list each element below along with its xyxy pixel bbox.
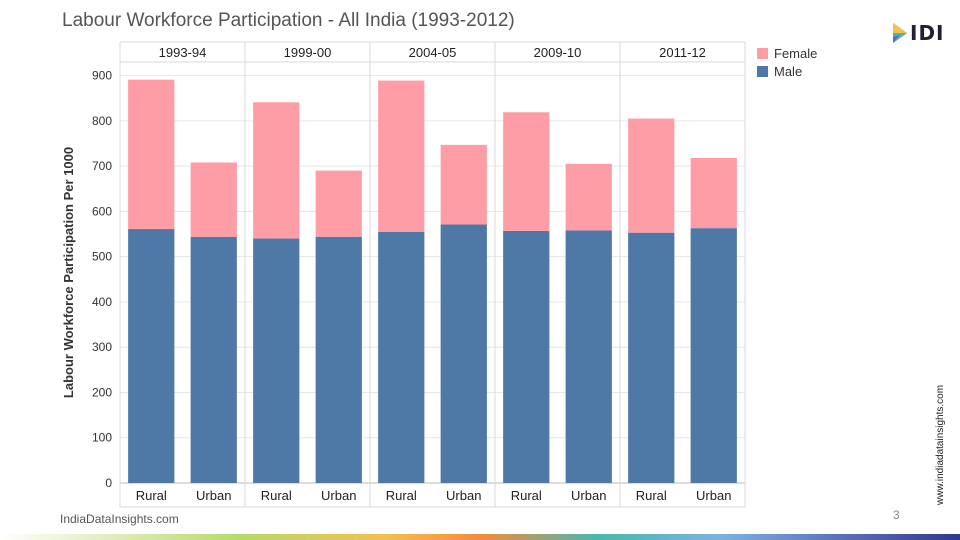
y-tick-label: 900 <box>92 69 112 83</box>
panel-header: 2009-10 <box>534 45 582 60</box>
x-tick-label: Rural <box>636 488 667 503</box>
bar-female[interactable] <box>190 162 237 237</box>
y-tick-label: 700 <box>92 159 112 173</box>
x-tick-label: Urban <box>196 488 231 503</box>
bar-male[interactable] <box>378 231 425 483</box>
y-tick-label: 400 <box>92 295 112 309</box>
legend-swatch-female <box>757 47 768 59</box>
bar-male[interactable] <box>565 230 612 483</box>
bar-female[interactable] <box>565 163 612 231</box>
x-tick-label: Urban <box>321 488 356 503</box>
bar-female[interactable] <box>440 144 487 225</box>
x-tick-label: Rural <box>136 488 167 503</box>
footer-url[interactable]: IndiaDataInsights.com <box>60 512 179 526</box>
side-url[interactable]: www.indiadatainsights.com <box>935 384 946 505</box>
y-tick-label: 200 <box>92 385 112 399</box>
bar-female[interactable] <box>503 112 550 231</box>
x-tick-label: Rural <box>261 488 292 503</box>
y-tick-label: 0 <box>105 476 112 490</box>
idi-logo: IDI <box>893 21 945 45</box>
y-axis-title: Labour Workforce Participation Per 1000 <box>61 147 76 398</box>
y-tick-label: 600 <box>92 204 112 218</box>
footer-color-stripe <box>0 534 960 540</box>
x-tick-label: Urban <box>446 488 481 503</box>
panel-header: 2011-12 <box>659 45 706 60</box>
legend-label-female: Female <box>774 45 818 61</box>
x-tick-label: Rural <box>386 488 417 503</box>
bar-male[interactable] <box>503 230 550 483</box>
bar-male[interactable] <box>253 238 300 483</box>
chart-title: Labour Workforce Participation - All Ind… <box>62 10 515 31</box>
bar-female[interactable] <box>315 170 362 237</box>
bar-male[interactable] <box>628 232 675 483</box>
x-tick-label: Urban <box>571 488 606 503</box>
legend-item-female: Female <box>757 44 817 62</box>
y-tick-label: 300 <box>92 340 112 354</box>
bar-female[interactable] <box>128 79 175 230</box>
legend-label-male: Male <box>774 63 803 79</box>
bar-female[interactable] <box>253 102 300 239</box>
x-tick-label: Rural <box>511 488 542 503</box>
bar-male[interactable] <box>315 236 362 483</box>
panel-header: 2004-05 <box>409 45 457 60</box>
y-tick-label: 800 <box>92 114 112 128</box>
bar-male[interactable] <box>440 224 487 483</box>
panel-header: 1999-00 <box>284 45 332 60</box>
y-tick-label: 100 <box>92 431 112 445</box>
bar-male[interactable] <box>190 236 237 483</box>
page-number: 3 <box>893 508 900 522</box>
bar-female[interactable] <box>690 157 737 229</box>
y-tick-label: 500 <box>92 250 112 264</box>
x-tick-label: Urban <box>696 488 731 503</box>
bar-male[interactable] <box>690 228 737 483</box>
logo-text: IDI <box>910 21 945 45</box>
legend-item-male: Male <box>757 62 817 80</box>
legend: Female Male <box>757 44 817 80</box>
bar-female[interactable] <box>628 118 675 233</box>
bar-female[interactable] <box>378 80 425 232</box>
logo-triangle-icon <box>893 23 907 43</box>
panel-header: 1993-94 <box>159 45 207 60</box>
legend-swatch-male <box>757 65 768 77</box>
bar-male[interactable] <box>128 229 175 483</box>
